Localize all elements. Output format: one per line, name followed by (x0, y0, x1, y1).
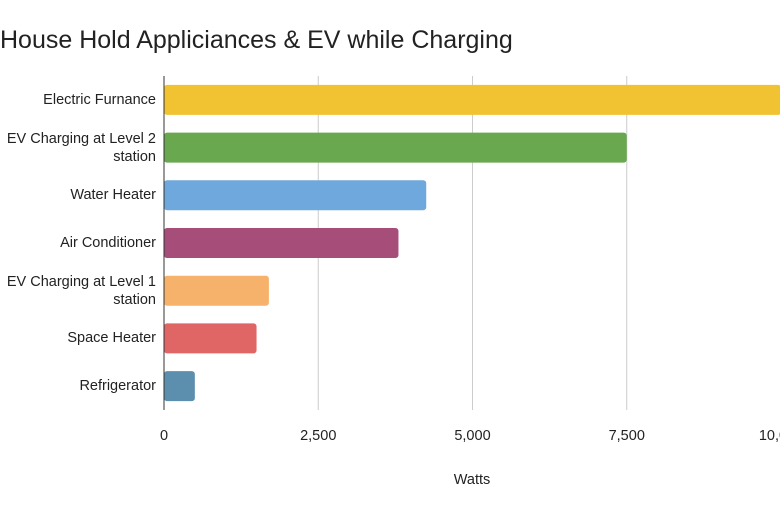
bar (164, 323, 257, 354)
x-tick-label: 10,000 (759, 428, 780, 444)
x-axis-label: Watts (454, 472, 491, 488)
bar (164, 84, 780, 115)
bar (164, 371, 195, 402)
y-tick-label: Water Heater (70, 187, 156, 204)
x-tick-label: 7,500 (609, 428, 645, 444)
chart-title: House Hold Appliciances & EV while Charg… (0, 26, 513, 54)
bar (164, 132, 627, 163)
bar (164, 180, 427, 211)
y-tick-label: Air Conditioner (60, 235, 156, 251)
y-tick-label: EV Charging at Level 1 station (6, 273, 156, 308)
y-tick-label: EV Charging at Level 2 station (6, 130, 156, 165)
x-tick-label: 2,500 (300, 428, 336, 444)
bar (164, 275, 269, 306)
y-tick-label: Electric Furnance (43, 91, 156, 108)
bar (164, 228, 399, 258)
y-tick-label: Space Heater (67, 330, 156, 347)
x-tick-label: 5,000 (454, 428, 490, 444)
y-tick-label: Refrigerator (79, 378, 156, 395)
x-tick-label: 0 (160, 428, 168, 444)
